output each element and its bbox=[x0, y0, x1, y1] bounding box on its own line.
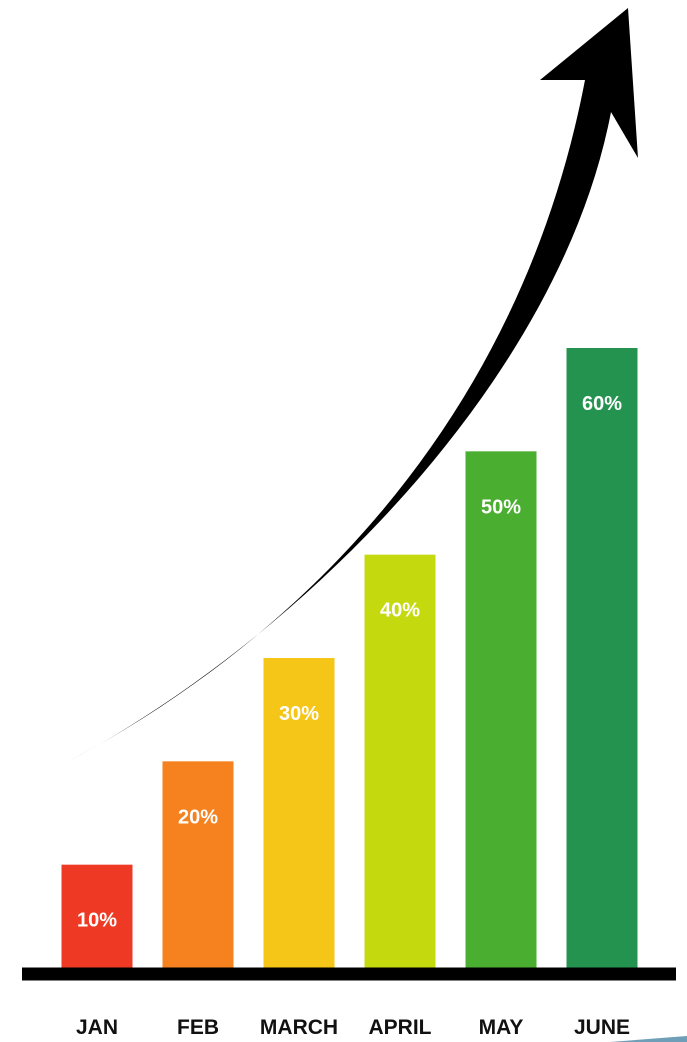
category-label-may: MAY bbox=[479, 1016, 524, 1039]
bar-jan bbox=[61, 864, 133, 968]
category-label-june: JUNE bbox=[574, 1016, 630, 1039]
category-label-feb: FEB bbox=[177, 1016, 219, 1039]
data-label-june: 60% bbox=[582, 393, 622, 415]
data-label-april: 40% bbox=[380, 600, 420, 622]
category-label-jan: JAN bbox=[76, 1016, 118, 1039]
bars-layer bbox=[61, 348, 638, 968]
data-label-jan: 10% bbox=[77, 910, 117, 932]
trend-arrow-icon bbox=[62, 8, 638, 765]
category-label-march: MARCH bbox=[260, 1016, 338, 1039]
data-label-feb: 20% bbox=[178, 806, 218, 828]
category-label-april: APRIL bbox=[369, 1016, 432, 1039]
bar-may bbox=[465, 451, 537, 968]
bar-april bbox=[364, 554, 436, 968]
category-labels-layer: JAN FEB MARCH APRIL MAY JUNE bbox=[76, 1016, 630, 1039]
bar-labels-layer: 10% 20% 30% 40% 50% 60% bbox=[77, 393, 622, 932]
bar-feb bbox=[162, 761, 234, 968]
bar-march bbox=[263, 658, 335, 968]
bar-june bbox=[566, 348, 638, 968]
corner-decoration bbox=[610, 1036, 687, 1042]
data-label-march: 30% bbox=[279, 703, 319, 725]
data-label-may: 50% bbox=[481, 496, 521, 518]
